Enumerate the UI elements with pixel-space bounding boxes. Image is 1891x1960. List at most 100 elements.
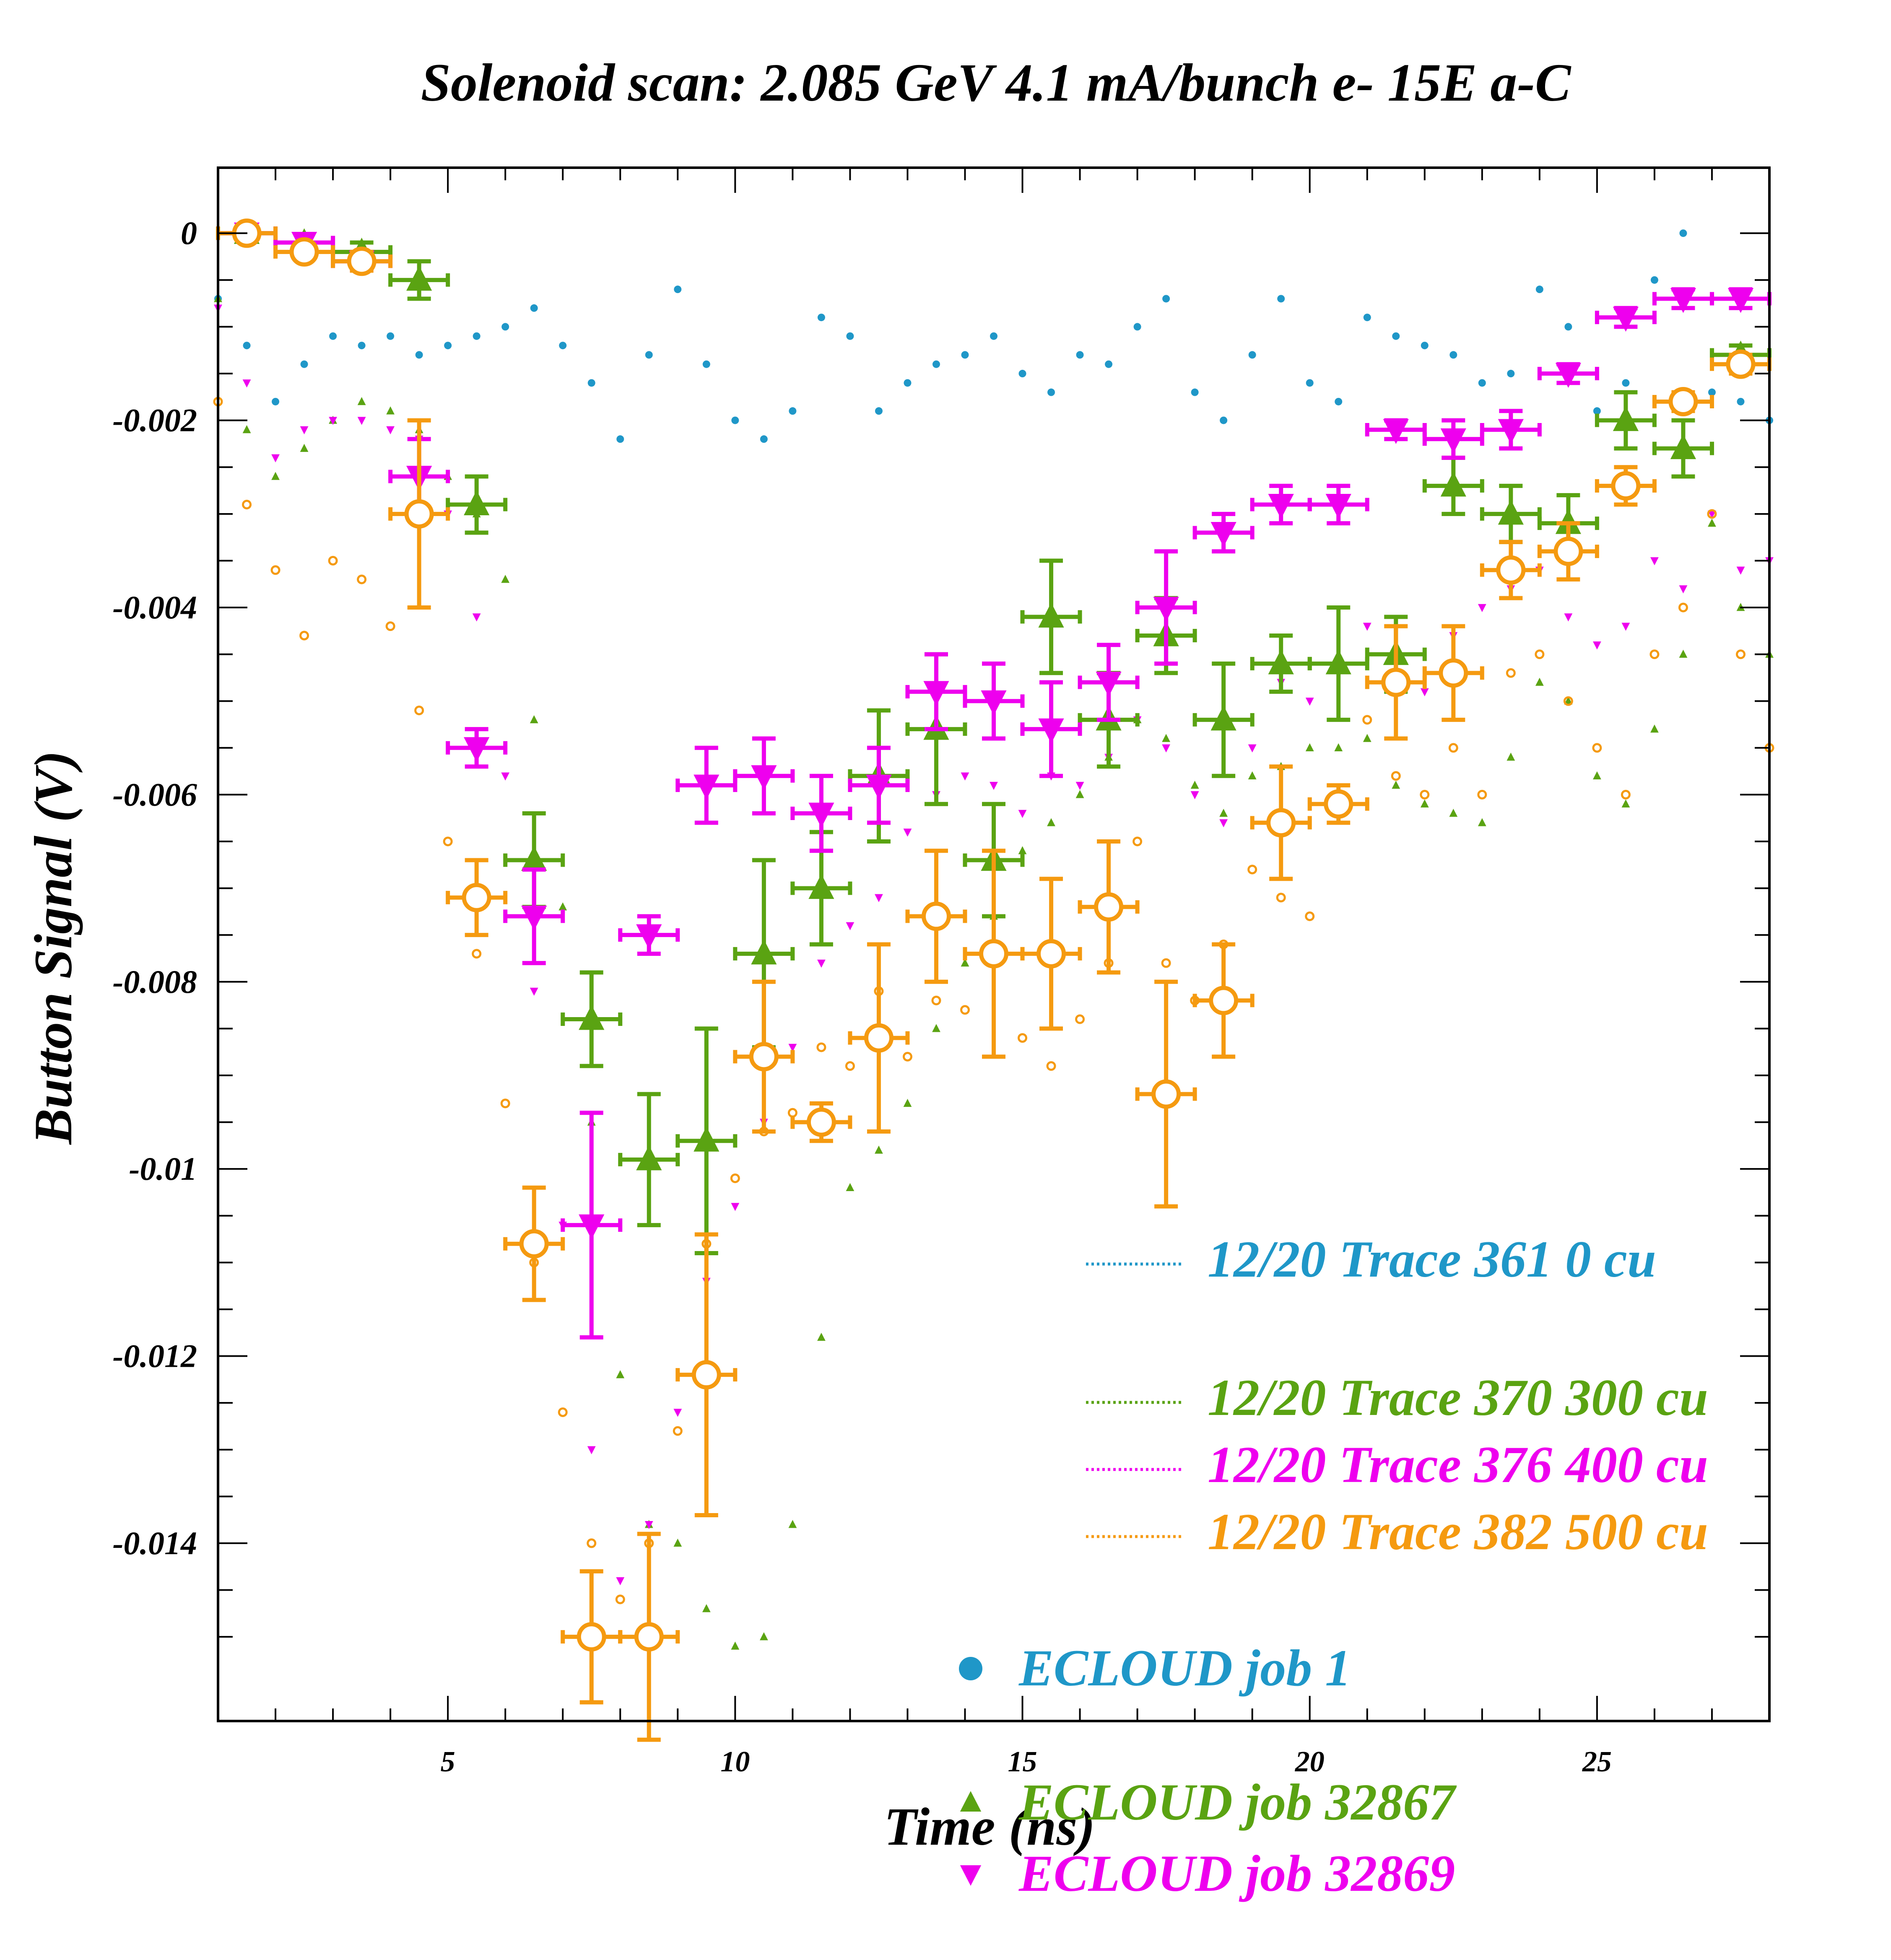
series-ecloud-3-point	[1365, 624, 1427, 741]
ecloud-job-32869-point	[848, 745, 910, 825]
12-20-trace-376-400-cu-point	[1075, 781, 1084, 790]
12-20-trace-382-500-cu-point	[1075, 1014, 1085, 1024]
12-20-trace-361-0-cu-point	[1478, 379, 1486, 387]
marker	[864, 1023, 894, 1053]
12-20-trace-376-400-cu-point	[1420, 688, 1429, 696]
12-20-trace-361-0-cu-point	[932, 360, 940, 368]
series-ecloud-3-point	[1595, 465, 1657, 507]
ecloud-job-32867-point	[1192, 661, 1255, 778]
marker	[1038, 602, 1064, 628]
series-ecloud-3-point	[1078, 839, 1140, 975]
marker	[806, 1107, 836, 1137]
12-20-trace-361-0-cu-point	[1708, 388, 1716, 396]
12-20-trace-361-0-cu-point	[1507, 370, 1515, 378]
marker	[1153, 597, 1179, 622]
marker	[1325, 649, 1351, 675]
12-20-trace-382-500-cu-point	[1276, 893, 1286, 903]
x-tick-label: 15	[1008, 1746, 1037, 1778]
12-20-trace-370-300-cu-point	[817, 1332, 826, 1341]
marker	[406, 265, 432, 291]
marker	[751, 939, 777, 965]
marker	[1611, 471, 1641, 501]
12-20-trace-382-500-cu-point	[1649, 649, 1660, 659]
12-20-trace-382-500-cu-point	[1133, 836, 1143, 846]
12-20-trace-361-0-cu-point	[731, 416, 739, 424]
marker	[1498, 499, 1524, 525]
12-20-trace-361-0-cu-point	[387, 332, 395, 340]
12-20-trace-370-300-cu-point	[1018, 846, 1027, 854]
12-20-trace-382-500-cu-point	[1735, 649, 1746, 659]
12-20-trace-361-0-cu-point	[1220, 416, 1228, 424]
legend: 12/20 Trace 361 0 cu 12/20 Trace 370 300 …	[959, 1231, 1708, 1902]
marker	[462, 883, 491, 912]
ecloud-job-32869-point	[905, 652, 967, 732]
ecloud-job-32867-point	[388, 259, 450, 301]
marker	[1210, 705, 1236, 731]
legend-label-ecloud-job-32869: ECLOUD job 32869	[1018, 1845, 1455, 1902]
ecloud-job-32869-point	[963, 661, 1025, 741]
12-20-trace-382-500-cu-point	[385, 621, 395, 631]
ecloud-job-32869-point	[675, 745, 738, 825]
marker	[1038, 718, 1064, 744]
marker	[1096, 672, 1122, 697]
12-20-trace-361-0-cu-point	[444, 342, 452, 350]
marker	[1151, 1079, 1181, 1109]
marker	[1668, 387, 1698, 416]
marker	[1496, 555, 1526, 585]
ecloud-job-32867-point	[1020, 558, 1082, 675]
12-20-trace-361-0-cu-point	[1277, 295, 1285, 303]
series-ecloud-3-point	[1307, 783, 1369, 825]
12-20-trace-370-300-cu-point	[386, 406, 395, 415]
marker	[923, 681, 949, 706]
ecloud-job-32867-point	[1250, 633, 1312, 694]
12-20-trace-376-400-cu-point	[846, 922, 855, 930]
12-20-trace-376-400-cu-point	[329, 417, 337, 425]
12-20-trace-361-0-cu-point	[760, 435, 768, 443]
12-20-trace-370-300-cu-point	[501, 575, 510, 583]
12-20-trace-382-500-cu-point	[299, 631, 309, 641]
marker	[1266, 808, 1296, 838]
12-20-trace-361-0-cu-point	[1306, 379, 1314, 387]
marker	[1381, 667, 1411, 697]
12-20-trace-361-0-cu-point	[702, 360, 710, 368]
marker	[694, 1127, 720, 1152]
12-20-trace-376-400-cu-point	[1679, 585, 1688, 594]
12-20-trace-376-400-cu-point	[1708, 510, 1716, 519]
12-20-trace-361-0-cu-point	[904, 379, 912, 387]
ecloud-job-32869-point	[1192, 511, 1255, 554]
12-20-trace-361-0-cu-point	[473, 332, 481, 340]
marker	[1094, 892, 1124, 922]
marker	[1440, 428, 1466, 454]
marker	[636, 1145, 662, 1171]
12-20-trace-370-300-cu-point	[846, 1183, 855, 1192]
12-20-trace-361-0-cu-point	[846, 332, 854, 340]
ecloud-job-32869-point	[618, 914, 680, 956]
legend-label-ecloud-job-32867: ECLOUD job 32867	[1018, 1773, 1457, 1831]
12-20-trace-361-0-cu-point	[1564, 323, 1572, 331]
12-20-trace-382-500-cu-point	[960, 1005, 970, 1015]
12-20-trace-361-0-cu-point	[1622, 379, 1630, 387]
marker	[1209, 986, 1239, 1015]
marker	[289, 237, 319, 267]
series-ecloud-3-point	[331, 247, 393, 276]
marker	[921, 901, 951, 931]
series-ecloud-3-point	[1480, 540, 1542, 600]
12-20-trace-382-500-cu-point	[587, 1538, 597, 1548]
12-20-trace-361-0-cu-point	[1105, 360, 1113, 368]
12-20-trace-370-300-cu-point	[1363, 734, 1371, 742]
marker	[1670, 434, 1696, 459]
marker	[634, 1622, 664, 1652]
12-20-trace-376-400-cu-point	[300, 426, 309, 434]
12-20-trace-376-400-cu-point	[1248, 744, 1257, 753]
12-20-trace-361-0-cu-point	[559, 342, 567, 350]
marker	[1727, 288, 1754, 313]
x-tick-label: 5	[441, 1746, 455, 1778]
12-20-trace-382-500-cu-point	[902, 1051, 912, 1062]
chart-title: Solenoid scan: 2.085 GeV 4.1 mA/bunch e-…	[421, 53, 1572, 112]
12-20-trace-382-500-cu-point	[730, 1173, 740, 1183]
12-20-trace-376-400-cu-point	[501, 772, 510, 781]
marker	[1613, 406, 1639, 431]
y-tick-label: 0	[181, 215, 197, 251]
12-20-trace-376-400-cu-point	[644, 1521, 653, 1529]
12-20-trace-382-500-cu-point	[500, 1098, 510, 1109]
